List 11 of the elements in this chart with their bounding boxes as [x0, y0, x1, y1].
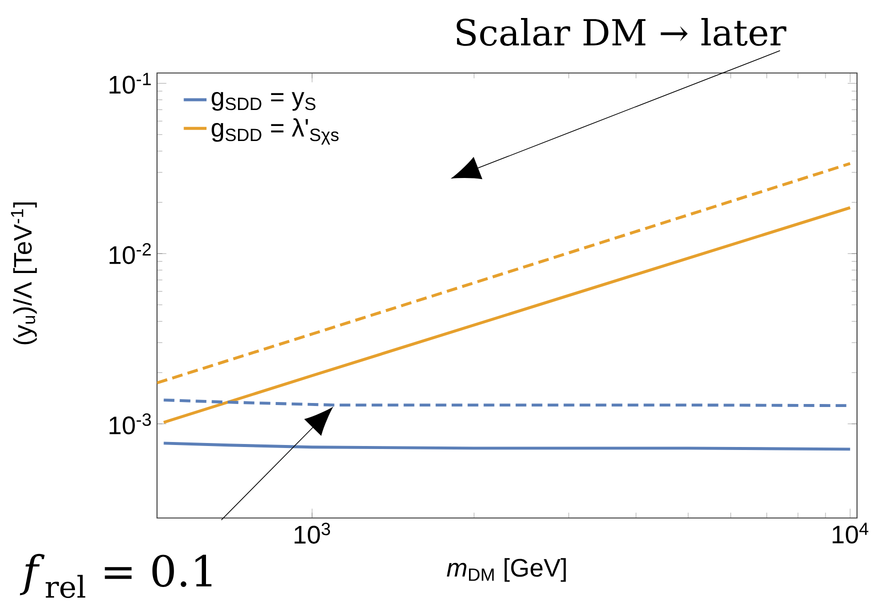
y-tick-label: 10$^{-1}$ — [110, 72, 151, 94]
y-axis-title: (y$_{u}$)/Λ [TeV$^{-1}$] — [11, 202, 37, 344]
text: f$_{rel}$ = 0.1 — [20, 554, 212, 598]
y-tick-label: 10$^{-2}$ — [110, 243, 151, 264]
x-tick-label: 10$^{4}$ — [832, 522, 868, 544]
legend-label: g$_{SDD}$ = λ'$_{Sχs}$ — [212, 118, 339, 145]
x-tick-label: 10$^{3}$ — [294, 522, 330, 544]
legend-label: g$_{SDD}$ = y$_{S}$ — [212, 92, 316, 111]
text: Scalar DM → later — [456, 18, 786, 46]
y-tick-label: 10$^{-3}$ — [110, 413, 151, 434]
x-axis-title: m$_{DM}$ [GeV] — [446, 558, 566, 582]
